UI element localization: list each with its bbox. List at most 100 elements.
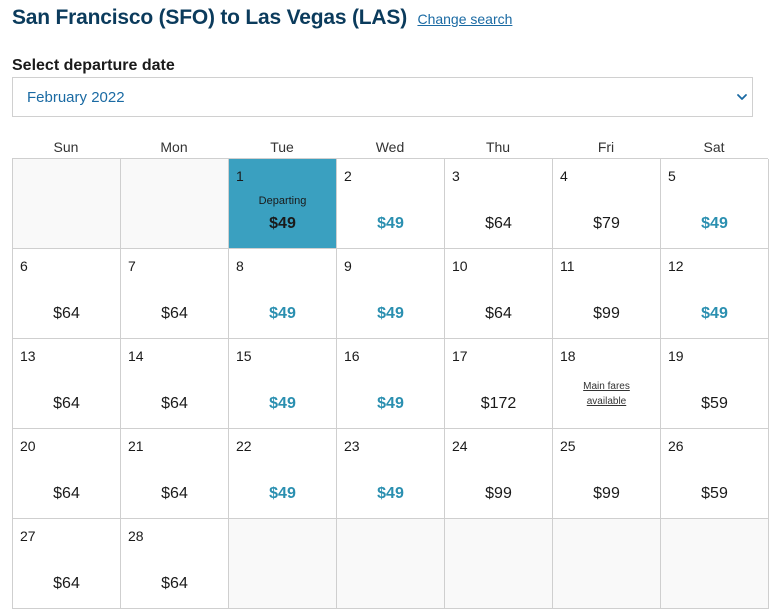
fare-price: $99	[485, 485, 512, 502]
day-cell[interactable]: 12 $49	[661, 249, 769, 339]
day-cell[interactable]: 17 $172	[445, 339, 553, 429]
fare-price: $64	[53, 395, 80, 412]
weekday-label: Tue	[270, 139, 294, 155]
weekday-label: Sun	[53, 139, 79, 155]
fare-price: $64	[161, 485, 188, 502]
day-number: 20	[20, 438, 36, 454]
main-fares-line: available	[586, 396, 627, 407]
day-cell[interactable]: 1 Departing $49	[229, 159, 337, 249]
day-cell[interactable]: 10 $64	[445, 249, 553, 339]
day-number: 5	[668, 168, 676, 184]
day-cell[interactable]: 4 $79	[553, 159, 661, 249]
empty-day-cell	[553, 519, 661, 609]
fare-price: $64	[161, 305, 188, 322]
day-number: 25	[560, 438, 576, 454]
day-number: 11	[560, 258, 575, 274]
day-cell[interactable]: 19 $59	[661, 339, 769, 429]
day-cell[interactable]: 18 Main fares available	[553, 339, 661, 429]
fare-price: $59	[701, 395, 728, 412]
page-header: San Francisco (SFO) to Las Vegas (LAS) C…	[12, 6, 512, 30]
day-number: 9	[344, 258, 352, 274]
day-number: 17	[452, 348, 468, 364]
weekday-label: Thu	[485, 139, 511, 155]
day-number: 21	[128, 438, 144, 454]
empty-day-cell	[337, 519, 445, 609]
fare-price: $59	[701, 485, 728, 502]
month-select-value: February 2022	[27, 89, 125, 106]
day-cell[interactable]: 28 $64	[121, 519, 229, 609]
day-cell[interactable]: 25 $99	[553, 429, 661, 519]
fare-price: $64	[53, 485, 80, 502]
weekday-label: Sat	[703, 139, 725, 155]
main-fares-link[interactable]: Main fares available	[553, 379, 660, 409]
day-number: 16	[344, 348, 360, 364]
day-cell[interactable]: 21 $64	[121, 429, 229, 519]
day-cell[interactable]: 6 $64	[13, 249, 121, 339]
change-search-link[interactable]: Change search	[417, 11, 513, 27]
month-select[interactable]: February 2022	[12, 77, 753, 117]
day-number: 12	[668, 258, 684, 274]
calendar-grid: 1 Departing $49 2 $49 3 $64 4 $79 5 $49 6 $64 7 $64 8 $4…	[12, 158, 769, 609]
day-cell[interactable]: 26 $59	[661, 429, 769, 519]
day-cell[interactable]: 22 $49	[229, 429, 337, 519]
day-number: 18	[560, 348, 576, 364]
empty-day-cell	[229, 519, 337, 609]
day-cell[interactable]: 16 $49	[337, 339, 445, 429]
day-number: 1	[236, 168, 244, 184]
fare-price: $64	[161, 575, 188, 592]
day-cell[interactable]: 7 $64	[121, 249, 229, 339]
fare-calendar: Sun Mon Tue Wed Thu Fri Sat 1 Departing $4…	[12, 136, 769, 609]
fare-price: $172	[480, 395, 517, 412]
day-cell[interactable]: 3 $64	[445, 159, 553, 249]
day-number: 10	[452, 258, 468, 274]
day-number: 27	[20, 528, 36, 544]
day-number: 14	[128, 348, 144, 364]
day-cell[interactable]: 14 $64	[121, 339, 229, 429]
day-cell[interactable]: 23 $49	[337, 429, 445, 519]
weekday-label: Wed	[375, 139, 405, 155]
fare-price: $49	[701, 215, 728, 232]
empty-day-cell	[661, 519, 769, 609]
day-cell[interactable]: 2 $49	[337, 159, 445, 249]
day-cell[interactable]: 5 $49	[661, 159, 769, 249]
day-number: 4	[560, 168, 568, 184]
fare-price: $64	[485, 305, 512, 322]
fare-price: $64	[485, 215, 512, 232]
page-title: San Francisco (SFO) to Las Vegas (LAS)	[12, 6, 407, 29]
empty-day-cell	[121, 159, 229, 249]
day-number: 6	[20, 258, 28, 274]
day-number: 26	[668, 438, 684, 454]
chevron-down-icon	[737, 94, 747, 100]
fare-price: $49	[269, 305, 296, 322]
fare-price: $49	[377, 215, 404, 232]
fare-price: $64	[161, 395, 188, 412]
weekday-label: Fri	[597, 139, 615, 155]
empty-day-cell	[13, 159, 121, 249]
day-cell[interactable]: 8 $49	[229, 249, 337, 339]
fare-price: $64	[53, 305, 80, 322]
fare-price: $64	[53, 575, 80, 592]
day-number: 2	[344, 168, 352, 184]
day-cell[interactable]: 20 $64	[13, 429, 121, 519]
fare-price: $99	[593, 485, 620, 502]
fare-price: $49	[701, 305, 728, 322]
day-number: 15	[236, 348, 252, 364]
day-number: 24	[452, 438, 468, 454]
day-number: 19	[668, 348, 684, 364]
day-cell[interactable]: 15 $49	[229, 339, 337, 429]
fare-price: $49	[377, 305, 404, 322]
day-number: 13	[20, 348, 36, 364]
day-cell[interactable]: 27 $64	[13, 519, 121, 609]
fare-price: $49	[269, 215, 296, 232]
weekday-label: Mon	[160, 139, 188, 155]
fare-price: $49	[269, 395, 296, 412]
weekday-header: Sun Mon Tue Wed Thu Fri Sat	[12, 136, 768, 158]
departure-date-label: Select departure date	[12, 57, 175, 74]
day-cell[interactable]: 11 $99	[553, 249, 661, 339]
day-cell[interactable]: 13 $64	[13, 339, 121, 429]
fare-price: $79	[593, 215, 620, 232]
fare-price: $49	[377, 485, 404, 502]
day-cell[interactable]: 9 $49	[337, 249, 445, 339]
day-number: 23	[344, 438, 360, 454]
day-cell[interactable]: 24 $99	[445, 429, 553, 519]
